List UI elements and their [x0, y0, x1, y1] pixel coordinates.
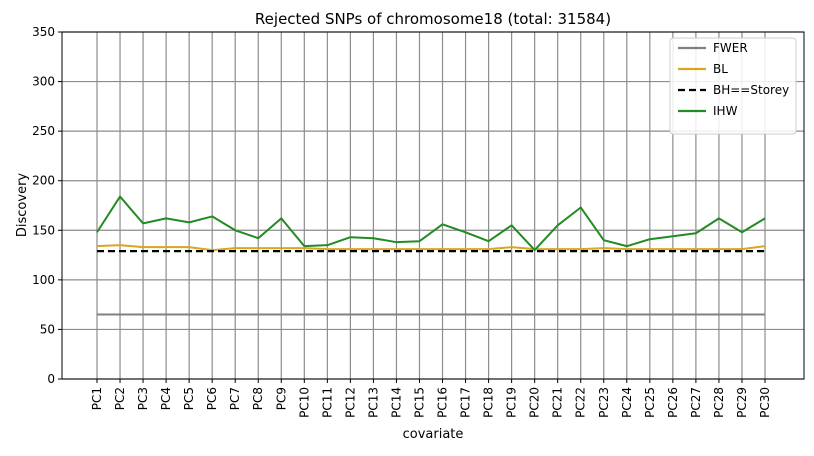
x-tick-label: PC22: [574, 387, 588, 418]
x-tick-label: PC17: [459, 387, 473, 418]
x-tick-label: PC11: [320, 387, 334, 418]
x-tick-label: PC23: [597, 387, 611, 418]
x-tick-label: PC29: [735, 387, 749, 418]
y-axis-label: Discovery: [15, 173, 30, 238]
x-tick-label: PC12: [343, 387, 357, 418]
x-tick-label: PC20: [528, 387, 542, 418]
x-tick-label: PC15: [412, 387, 426, 418]
y-tick-label: 150: [32, 223, 55, 237]
x-tick-label: PC24: [620, 387, 634, 418]
x-tick-label: PC9: [274, 387, 288, 410]
x-tick-label: PC6: [205, 387, 219, 410]
x-tick-label: PC5: [182, 387, 196, 410]
y-tick-label: 350: [32, 25, 55, 39]
x-tick-label: PC2: [113, 387, 127, 410]
legend-label: BH==Storey: [713, 83, 789, 97]
series-lines: [96, 195, 766, 316]
x-tick-label: PC14: [389, 387, 403, 418]
y-tick-label: 250: [32, 124, 55, 138]
x-tick-label: PC26: [666, 387, 680, 418]
x-tick-label: PC19: [505, 387, 519, 418]
x-tick-label: PC27: [689, 387, 703, 418]
x-tick-label: PC18: [482, 387, 496, 418]
legend-label: BL: [713, 62, 728, 76]
series-line-bl: [96, 244, 766, 252]
legend-label: FWER: [713, 41, 748, 55]
y-tick-label: 100: [32, 273, 55, 287]
legend-label: IHW: [713, 104, 738, 118]
x-tick-label: PC8: [251, 387, 265, 410]
x-tick-label: PC21: [551, 387, 565, 418]
chart-title: Rejected SNPs of chromosome18 (total: 31…: [255, 10, 611, 28]
x-tick-label: PC3: [136, 387, 150, 410]
legend: FWER BL BH==Storey IHW: [669, 37, 797, 135]
y-tick-label: 50: [40, 322, 55, 336]
x-axis-label: covariate: [403, 427, 464, 442]
x-tick-label: PC25: [643, 387, 657, 418]
x-tick-label: PC30: [758, 387, 772, 418]
x-tick-label: PC16: [436, 387, 450, 418]
series-line-ihw: [96, 195, 766, 252]
x-tick-label: PC4: [159, 387, 173, 410]
plot-frame: [61, 31, 805, 380]
y-tick-label: 0: [47, 372, 55, 386]
x-tick-label: PC7: [228, 387, 242, 410]
x-tick-label: PC28: [712, 387, 726, 418]
x-tick-label: PC10: [297, 387, 311, 418]
y-tick-label: 200: [32, 174, 55, 188]
x-tick-label: PC13: [366, 387, 380, 418]
y-tick-label: 300: [32, 75, 55, 89]
x-tick-label: PC1: [90, 387, 104, 410]
axes: PC1 PC2 PC3 PC4 PC5 PC6 PC7 PC8 PC9 PC10 PC11 PC12 P…: [32, 25, 772, 418]
